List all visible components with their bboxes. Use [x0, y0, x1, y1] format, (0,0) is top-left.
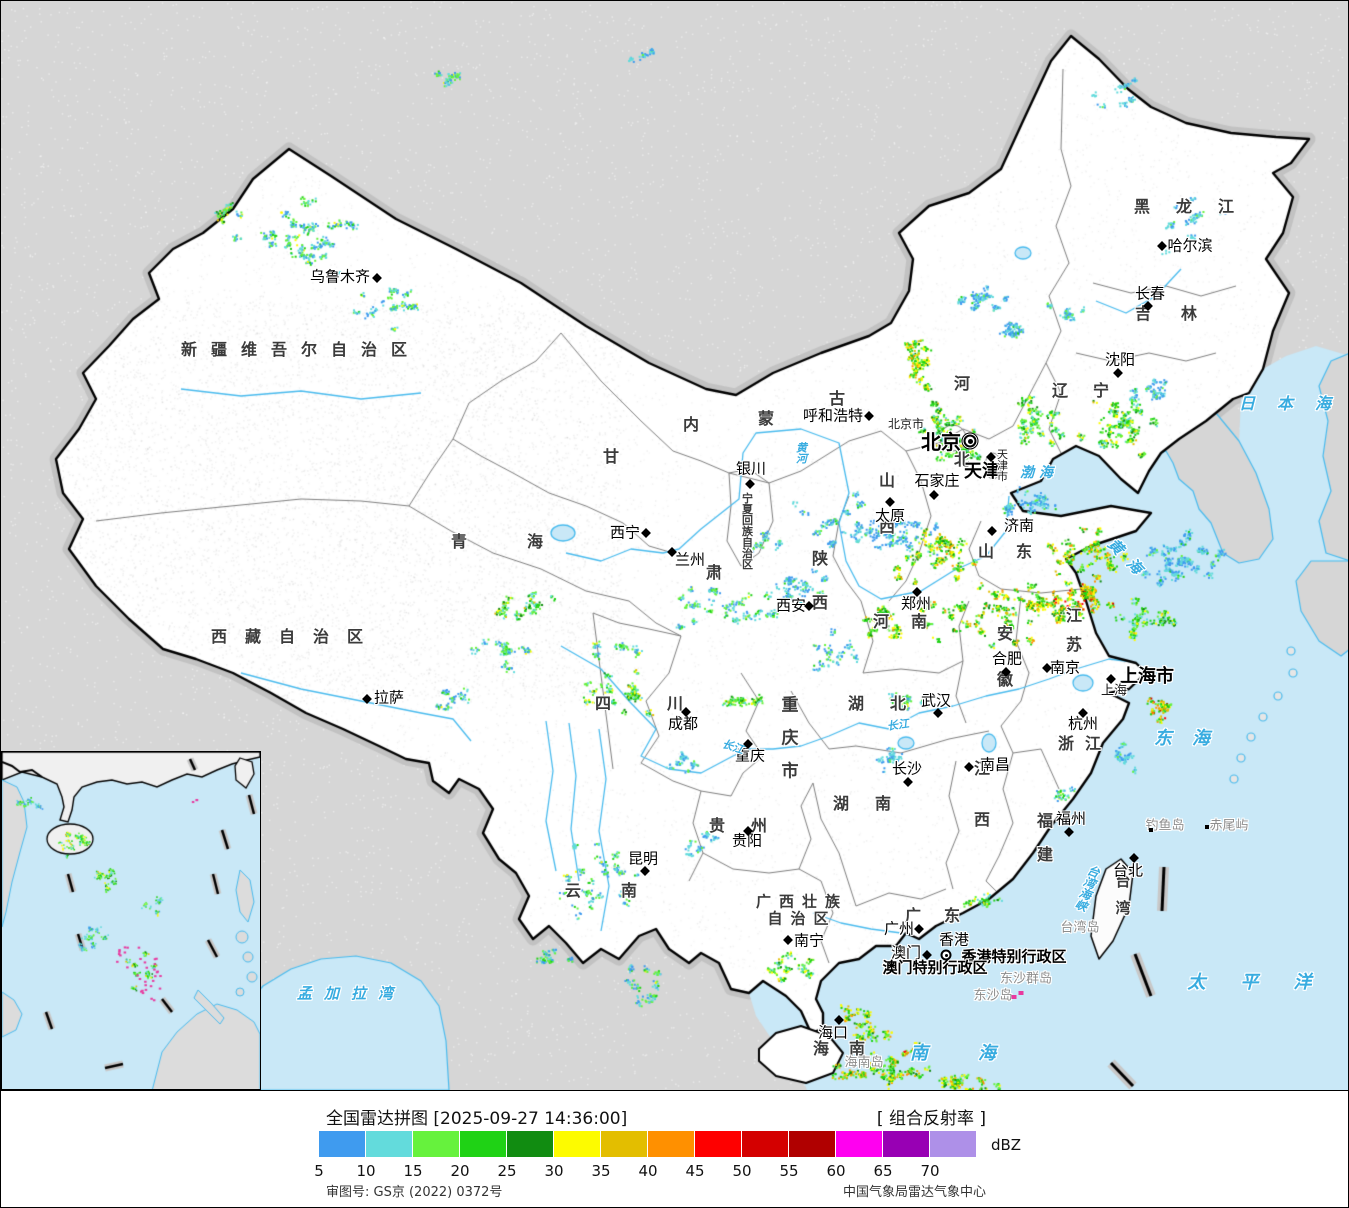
dbz-tick-35: 35	[591, 1162, 611, 1180]
dbz-color-30	[554, 1131, 600, 1157]
dbz-unit-label: dBZ	[991, 1136, 1022, 1154]
south-china-sea-inset-map	[1, 751, 261, 1090]
dbz-colorbar	[319, 1131, 976, 1157]
dbz-tick-65: 65	[873, 1162, 893, 1180]
dbz-color-10	[366, 1131, 412, 1157]
dbz-color-70	[930, 1131, 976, 1157]
dbz-tick-50: 50	[732, 1162, 752, 1180]
dbz-tick-5: 5	[314, 1162, 324, 1180]
map-title: 全国雷达拼图 [2025-09-27 14:36:00]	[326, 1109, 628, 1129]
product-label: [ 组合反射率 ]	[876, 1109, 986, 1129]
dbz-tick-15: 15	[403, 1162, 423, 1180]
dbz-color-60	[836, 1131, 882, 1157]
dbz-color-40	[648, 1131, 694, 1157]
dbz-color-50	[742, 1131, 788, 1157]
dbz-color-35	[601, 1131, 647, 1157]
approval-number: 审图号: GS京 (2022) 0372号	[326, 1185, 503, 1200]
dbz-color-65	[883, 1131, 929, 1157]
dbz-color-25	[507, 1131, 553, 1157]
dbz-color-5	[319, 1131, 365, 1157]
dbz-color-15	[413, 1131, 459, 1157]
legend-panel: 全国雷达拼图 [2025-09-27 14:36:00] [ 组合反射率 ] 5…	[1, 1090, 1348, 1207]
inset-canvas	[2, 752, 260, 1089]
dbz-color-45	[695, 1131, 741, 1157]
dbz-tick-25: 25	[497, 1162, 517, 1180]
dbz-tick-55: 55	[779, 1162, 799, 1180]
dbz-color-20	[460, 1131, 506, 1157]
dbz-tick-labels: 5 10 15 20 25 30 35 40 45 50 55 60 65 70	[1, 1162, 1348, 1180]
dbz-tick-70: 70	[920, 1162, 940, 1180]
agency-name: 中国气象局雷达气象中心	[842, 1185, 986, 1200]
dbz-tick-10: 10	[356, 1162, 376, 1180]
dbz-color-55	[789, 1131, 835, 1157]
dbz-tick-20: 20	[450, 1162, 470, 1180]
dbz-tick-40: 40	[638, 1162, 658, 1180]
dbz-tick-45: 45	[685, 1162, 705, 1180]
dbz-tick-30: 30	[544, 1162, 564, 1180]
dbz-tick-60: 60	[826, 1162, 846, 1180]
